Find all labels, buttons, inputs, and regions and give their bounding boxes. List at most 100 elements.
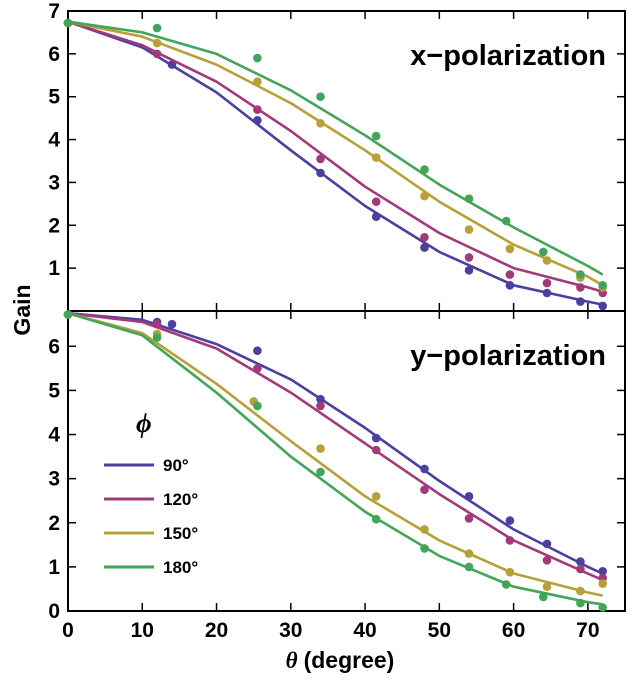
data-point-120deg [464, 253, 474, 262]
data-point-150deg [152, 38, 162, 48]
series-line-180deg [67, 311, 603, 606]
data-point-180deg [464, 194, 474, 203]
data-point-150deg [420, 525, 429, 534]
x-tick-label: 20 [205, 619, 228, 642]
data-point-180deg [501, 580, 511, 589]
series-line-120deg [67, 20, 604, 293]
x-tick-label: 40 [353, 619, 376, 642]
data-point-90deg [598, 301, 607, 311]
y-tick-label: 2 [48, 512, 60, 535]
series-line-150deg [67, 20, 604, 287]
data-point-90deg [371, 433, 381, 443]
data-point-90deg [371, 212, 381, 221]
y-tick-label: 2 [48, 214, 60, 237]
data-point-90deg [420, 464, 429, 474]
data-point-120deg [505, 536, 515, 545]
data-point-150deg [420, 191, 429, 201]
series-line-90deg [67, 20, 603, 306]
data-point-180deg [152, 333, 162, 342]
series-line-90deg [67, 311, 604, 575]
x-tick-label: 60 [502, 619, 525, 642]
data-point-180deg [420, 165, 429, 174]
data-point-120deg [316, 401, 325, 411]
data-point-180deg [253, 53, 262, 63]
data-point-180deg [63, 18, 73, 28]
legend: ϕ 90° 120° 150° 180° [104, 408, 198, 577]
data-point-90deg [576, 297, 585, 306]
data-point-150deg [371, 492, 381, 501]
data-point-90deg [464, 266, 474, 275]
data-point-150deg [576, 586, 585, 596]
x-tick-label: 70 [576, 619, 599, 642]
y-tick-label: 0 [48, 600, 60, 623]
y-tick-label: 6 [48, 43, 60, 66]
data-point-90deg [316, 168, 325, 178]
legend-label: 180° [163, 558, 198, 577]
data-point-120deg [576, 564, 585, 574]
y-axis-title: Gain [9, 284, 35, 335]
data-point-180deg [464, 562, 474, 572]
x-tick-label: 50 [428, 619, 451, 642]
series-line-150deg [67, 311, 603, 597]
data-point-90deg [505, 281, 515, 290]
data-point-180deg [152, 23, 162, 33]
data-point-180deg [576, 270, 585, 279]
plot-frame [67, 310, 626, 612]
data-point-120deg [542, 556, 552, 565]
data-point-180deg [371, 131, 381, 141]
y-tick-label: 7 [48, 0, 60, 23]
data-point-180deg [576, 598, 585, 608]
data-point-150deg [253, 77, 262, 86]
x-tick-label: 0 [62, 619, 74, 642]
data-point-120deg [464, 514, 474, 523]
panel-title: y−polarization [410, 340, 606, 372]
data-point-90deg [505, 516, 515, 525]
data-point-180deg [501, 216, 511, 226]
y-tick-label: 3 [48, 171, 60, 194]
data-point-120deg [316, 154, 325, 164]
data-point-150deg [542, 256, 552, 265]
y-tick-label: 5 [48, 379, 60, 402]
data-point-150deg [598, 579, 607, 588]
data-point-180deg [316, 467, 325, 477]
x-tick-label: 30 [279, 619, 302, 642]
x-axis-title: θ (degree) [286, 647, 395, 673]
data-point-180deg [598, 603, 607, 612]
data-point-180deg [63, 310, 73, 319]
data-point-120deg [152, 49, 162, 59]
y-tick-label: 5 [48, 86, 60, 109]
data-point-150deg [505, 244, 515, 254]
y-tick-label: 6 [48, 335, 60, 358]
data-point-120deg [505, 270, 515, 279]
data-point-120deg [152, 319, 162, 329]
data-point-150deg [542, 582, 552, 591]
data-point-90deg [598, 567, 607, 576]
data-point-90deg [542, 288, 552, 298]
legend-title: ϕ [136, 408, 152, 438]
data-point-180deg [371, 514, 381, 524]
data-point-180deg [316, 92, 325, 101]
data-point-120deg [420, 485, 429, 495]
data-point-150deg [464, 225, 474, 234]
data-point-90deg [253, 346, 262, 356]
data-point-120deg [420, 233, 429, 242]
data-point-90deg [167, 60, 177, 69]
y-tick-label: 4 [48, 424, 60, 447]
legend-label: 150° [163, 524, 198, 543]
data-point-90deg [167, 319, 177, 329]
data-point-180deg [539, 592, 548, 602]
data-point-150deg [316, 444, 325, 453]
series-line-120deg [67, 311, 604, 582]
data-point-120deg [371, 197, 381, 206]
data-point-90deg [316, 394, 325, 404]
panel-title: x−polarization [410, 40, 606, 72]
data-point-120deg [253, 105, 262, 114]
x-axis-symbol: θ [286, 648, 298, 673]
series-line-180deg [67, 20, 604, 276]
data-point-150deg [371, 153, 381, 162]
data-point-150deg [316, 119, 325, 128]
y-tick-label: 3 [48, 468, 60, 491]
data-point-180deg [420, 544, 429, 553]
